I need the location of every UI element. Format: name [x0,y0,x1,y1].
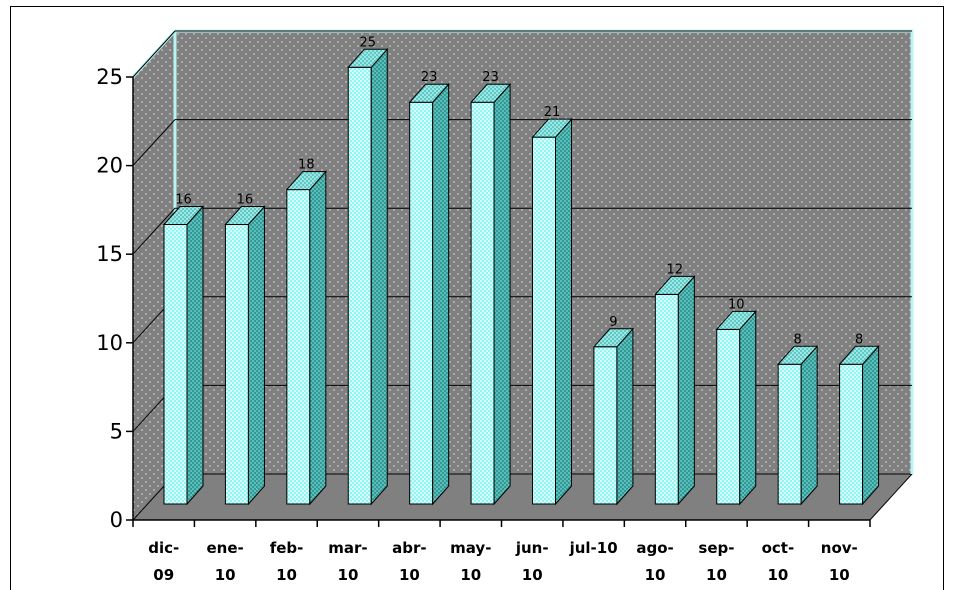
bar [594,329,633,504]
bar-front [225,225,248,504]
bar-front [778,364,801,504]
bar-side [556,119,572,504]
data-label: 18 [298,158,315,173]
bar-front [164,225,187,504]
data-label: 25 [359,35,376,50]
data-label: 16 [237,193,254,208]
data-label: 16 [175,193,192,208]
bar-side [310,172,326,504]
bar [840,346,879,504]
data-label: 10 [728,297,745,312]
bar [655,276,694,504]
y-tick-label: 15 [96,242,123,266]
y-tick-label: 0 [110,508,123,532]
x-tick-label: nov-10 [821,539,858,584]
x-tick-label: oct-10 [762,539,795,584]
y-tick-label: 10 [96,331,123,355]
y-tick-label: 25 [96,65,123,89]
bar-side [248,207,264,504]
bar-side [494,84,510,504]
data-label: 9 [609,315,617,330]
bar [778,346,817,504]
bar-side [371,49,387,504]
x-tick-label: jul-10 [569,539,618,557]
bar-front [533,137,556,504]
y-tick-label: 20 [96,154,123,178]
bar-side [801,346,817,504]
bar-side [863,346,879,504]
bar-front [287,190,310,504]
bar-front [655,294,678,504]
bar [717,311,756,504]
data-label: 12 [667,262,684,277]
data-label: 21 [544,105,561,120]
bar-front [348,67,371,504]
bar [410,84,449,504]
data-label: 8 [855,332,863,347]
x-tick-label: ene-10 [206,539,243,584]
bar [348,49,387,504]
data-label: 8 [794,332,802,347]
bar-front [410,102,433,504]
bar-side [187,207,203,504]
x-tick-label: feb-10 [270,539,304,584]
data-label: 23 [482,70,499,85]
x-tick-label: sep-10 [698,539,734,584]
bar [225,207,264,504]
bar-front [840,364,863,504]
bar-side [678,276,694,504]
bar-front [471,102,494,504]
bar-front [717,329,740,504]
bar [471,84,510,504]
data-label: 23 [421,70,438,85]
bar [164,207,203,504]
x-tick-label: ago-10 [636,539,673,584]
x-tick-label: abr-10 [392,539,426,584]
x-tick-label: mar-10 [328,539,367,584]
bar-side [433,84,449,504]
y-tick-label: 5 [110,419,123,443]
bar [533,119,572,504]
x-tick-label: may-10 [450,539,491,584]
bar-front [594,347,617,504]
bar [287,172,326,504]
bar-side [740,311,756,504]
x-tick-label: jun-10 [515,539,549,584]
x-tick-label: dic-09 [148,539,179,584]
bar-side [617,329,633,504]
